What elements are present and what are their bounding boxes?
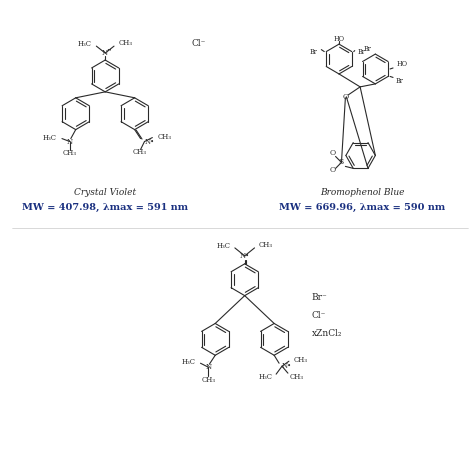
Text: Br⁻: Br⁻: [311, 293, 327, 302]
Text: CH₃: CH₃: [133, 149, 146, 156]
Text: HO: HO: [334, 35, 345, 43]
Text: MW = 407.98, λmax = 591 nm: MW = 407.98, λmax = 591 nm: [22, 203, 188, 212]
Text: ••: ••: [106, 48, 111, 53]
Text: O: O: [342, 93, 348, 101]
Text: MW = 669.96, λmax = 590 nm: MW = 669.96, λmax = 590 nm: [280, 203, 446, 212]
Text: Br: Br: [358, 48, 365, 56]
Text: CH₃: CH₃: [63, 149, 77, 157]
Text: Cl⁻: Cl⁻: [311, 311, 326, 320]
Text: N: N: [205, 363, 211, 371]
Text: xZnCl₂: xZnCl₂: [311, 329, 342, 338]
Text: Br: Br: [310, 48, 318, 56]
Text: CH₃: CH₃: [157, 133, 171, 141]
Text: CH₃: CH₃: [258, 241, 273, 249]
Text: O: O: [329, 166, 336, 174]
Text: Br: Br: [364, 45, 372, 53]
Text: Crystal Violet: Crystal Violet: [74, 188, 136, 197]
Text: O: O: [329, 149, 336, 157]
Text: CH₃: CH₃: [201, 376, 215, 384]
Text: N: N: [67, 138, 73, 146]
Text: CH₃: CH₃: [294, 356, 308, 364]
Text: N•: N•: [282, 362, 292, 370]
Text: Cl⁻: Cl⁻: [191, 39, 206, 48]
Text: H₃C: H₃C: [217, 242, 231, 250]
Text: H₃C: H₃C: [258, 373, 272, 381]
Text: Br: Br: [396, 77, 404, 85]
Text: H₃C: H₃C: [182, 358, 196, 366]
Text: S: S: [339, 158, 344, 166]
Text: N•: N•: [145, 138, 155, 146]
Text: CH₃: CH₃: [119, 39, 133, 47]
Text: N: N: [102, 49, 108, 57]
Text: CH₃: CH₃: [290, 373, 304, 381]
Text: H₃C: H₃C: [77, 40, 91, 48]
Text: H₃C: H₃C: [43, 134, 57, 142]
Text: N•: N•: [240, 252, 250, 260]
Text: HO: HO: [397, 60, 408, 68]
Text: Bromophenol Blue: Bromophenol Blue: [320, 188, 405, 197]
